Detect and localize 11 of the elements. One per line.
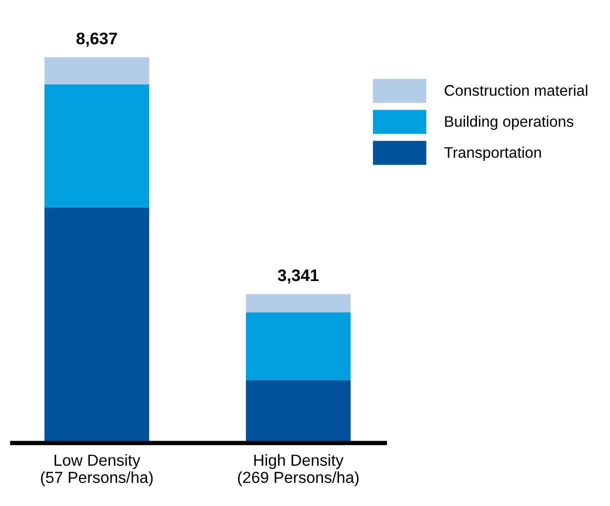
bar (246, 312, 351, 380)
annotation: 3,341 (278, 269, 319, 284)
bar (44, 84, 150, 208)
bar (246, 294, 351, 312)
legend-label: Construction material (444, 84, 588, 96)
legend-label: Transportation (444, 146, 541, 161)
x-tick-label: Low Density (57 Persons/ha) (40, 454, 153, 486)
legend-label: Building operations (445, 116, 574, 130)
annotation: 8,637 (76, 32, 117, 47)
bar (44, 57, 150, 84)
x-tick-label: High Density (269 Persons/ha) (238, 454, 359, 486)
